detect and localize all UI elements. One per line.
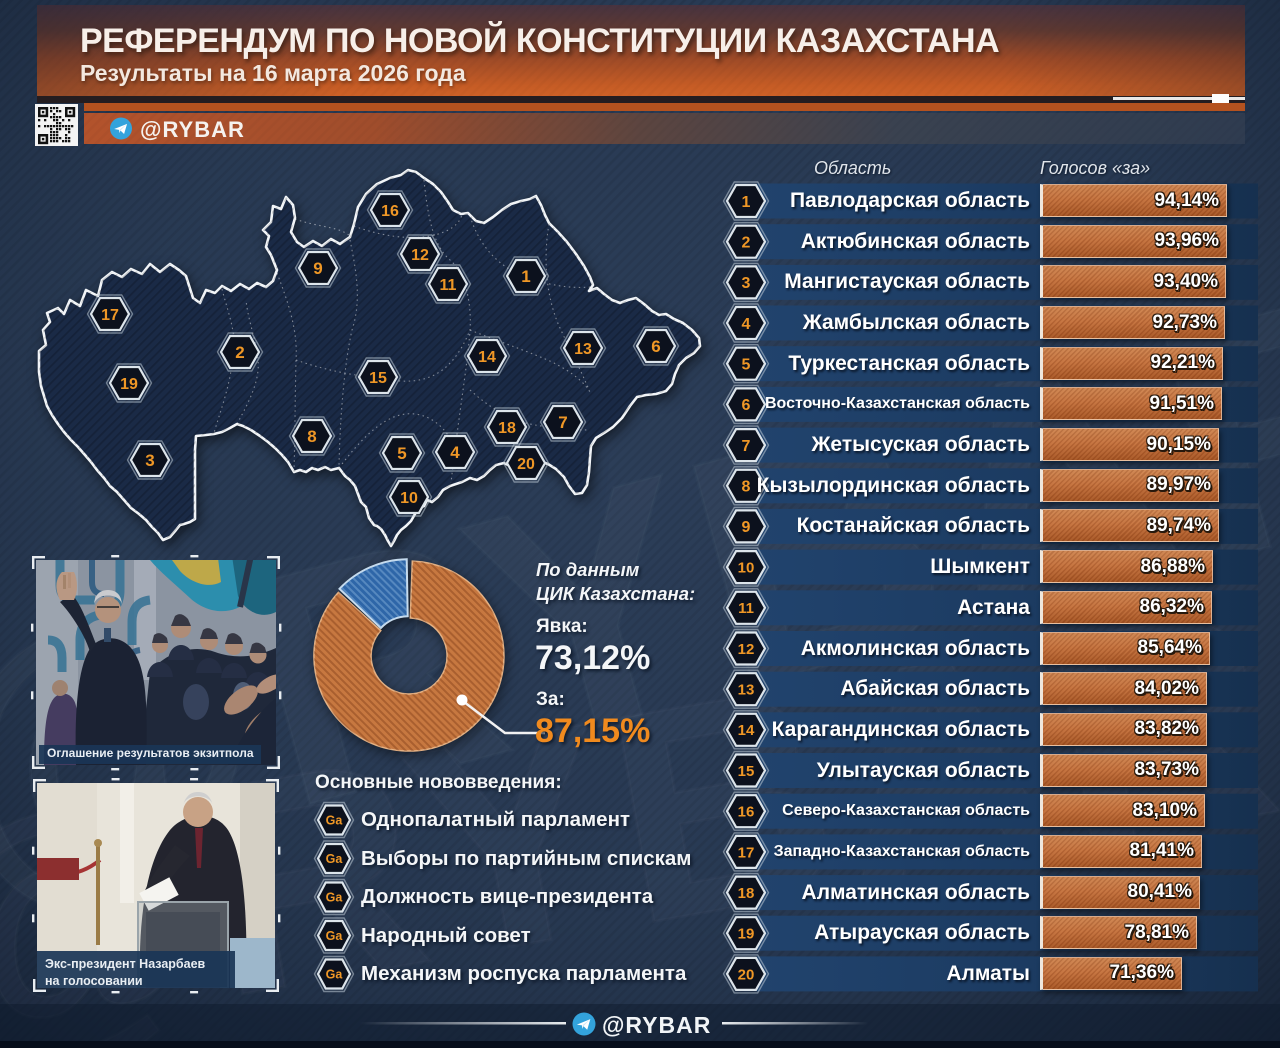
svg-text:16: 16 xyxy=(381,203,399,220)
svg-text:9: 9 xyxy=(313,259,322,278)
svg-text:14: 14 xyxy=(478,349,496,366)
svg-text:20: 20 xyxy=(738,966,755,983)
svg-text:15: 15 xyxy=(369,370,387,387)
svg-text:3: 3 xyxy=(145,451,154,470)
svg-text:17: 17 xyxy=(738,844,755,861)
svg-text:Ga: Ga xyxy=(326,814,344,828)
svg-text:8: 8 xyxy=(307,427,316,446)
svg-text:9: 9 xyxy=(742,519,751,536)
svg-text:Ga: Ga xyxy=(326,852,344,866)
svg-text:Ga: Ga xyxy=(326,968,344,982)
svg-text:18: 18 xyxy=(498,420,516,437)
svg-text:11: 11 xyxy=(738,600,754,617)
svg-text:6: 6 xyxy=(651,337,660,356)
svg-text:19: 19 xyxy=(738,926,755,943)
svg-text:11: 11 xyxy=(440,277,457,294)
svg-text:19: 19 xyxy=(120,376,138,393)
svg-text:18: 18 xyxy=(738,885,755,902)
svg-text:12: 12 xyxy=(411,247,429,264)
svg-text:7: 7 xyxy=(742,438,751,455)
svg-text:5: 5 xyxy=(742,356,751,373)
svg-text:4: 4 xyxy=(742,316,751,333)
svg-text:16: 16 xyxy=(738,804,755,821)
svg-text:17: 17 xyxy=(101,307,119,324)
svg-text:10: 10 xyxy=(400,490,418,507)
svg-text:15: 15 xyxy=(738,763,755,780)
svg-text:10: 10 xyxy=(738,560,755,577)
svg-text:1: 1 xyxy=(742,194,751,211)
svg-text:Ga: Ga xyxy=(326,929,344,943)
svg-text:Ga: Ga xyxy=(326,891,344,905)
svg-text:8: 8 xyxy=(742,479,751,496)
svg-text:4: 4 xyxy=(450,443,460,462)
svg-text:2: 2 xyxy=(235,343,244,362)
svg-text:14: 14 xyxy=(738,722,755,739)
svg-text:13: 13 xyxy=(738,682,755,699)
svg-text:2: 2 xyxy=(742,234,751,251)
svg-text:6: 6 xyxy=(742,397,751,414)
svg-text:3: 3 xyxy=(742,275,751,292)
svg-text:1: 1 xyxy=(521,267,530,286)
svg-text:20: 20 xyxy=(517,456,535,473)
svg-text:12: 12 xyxy=(738,641,755,658)
svg-text:7: 7 xyxy=(558,413,567,432)
svg-text:5: 5 xyxy=(397,444,406,463)
svg-text:13: 13 xyxy=(574,341,592,358)
